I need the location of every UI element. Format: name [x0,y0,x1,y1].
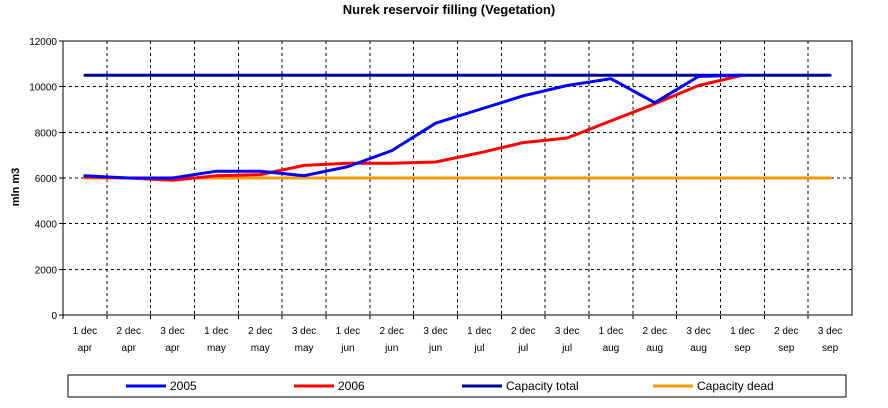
y-tick-label: 0 [51,311,57,322]
x-tick-label: may [207,343,226,354]
y-tick-label: 12000 [29,37,57,48]
legend-label: Capacity dead [697,379,774,393]
x-tick-label: sep [734,343,751,354]
y-axis-label: mln m3 [10,168,22,207]
y-tick-label: 10000 [29,83,57,94]
x-tick-label: jun [384,343,398,354]
x-tick-label: 1 dec [599,326,623,337]
x-tick-label: jun [340,343,354,354]
y-tick-label: 2000 [35,265,58,276]
series-line-2005 [83,73,744,180]
series-line-2006 [83,73,744,182]
x-tick-label: apr [165,343,180,354]
legend-label: 2006 [338,379,365,393]
x-tick-label: 3 dec [292,326,316,337]
chart-title: Nurek reservoir filling (Vegetation) [343,2,555,17]
x-tick-label: 3 dec [555,326,579,337]
legend-label: Capacity total [506,379,579,393]
x-tick-label: 3 dec [818,326,842,337]
x-tick-label: 3 dec [423,326,447,337]
x-tick-label: 3 dec [160,326,184,337]
x-tick-label: aug [603,343,620,354]
x-tick-label: 2 dec [380,326,404,337]
x-tick-label: jul [473,343,484,354]
x-tick-label: 1 dec [336,326,360,337]
x-tick-label: 1 dec [467,326,491,337]
x-tick-label: 2 dec [643,326,667,337]
x-tick-label: may [295,343,314,354]
x-tick-label: 3 dec [686,326,710,337]
x-tick-label: 1 dec [730,326,754,337]
x-tick-label: 2 dec [248,326,272,337]
x-tick-label: apr [78,343,93,354]
x-tick-label: 2 dec [117,326,141,337]
x-tick-label: 2 dec [511,326,535,337]
y-tick-label: 6000 [35,174,58,185]
x-tick-label: sep [778,343,795,354]
y-tick-label: 8000 [35,128,58,139]
x-tick-label: aug [646,343,663,354]
x-tick-label: aug [690,343,707,354]
x-tick-label: apr [122,343,137,354]
x-tick-label: 1 dec [73,326,97,337]
x-tick-label: may [251,343,270,354]
x-tick-label: jul [517,343,528,354]
x-tick-label: jun [428,343,442,354]
y-tick-label: 4000 [35,220,58,231]
x-tick-label: 2 dec [774,326,798,337]
legend-box [67,374,847,398]
legend-label: 2005 [170,379,197,393]
x-tick-label: sep [822,343,839,354]
x-tick-label: jul [561,343,572,354]
x-tick-label: 1 dec [204,326,228,337]
